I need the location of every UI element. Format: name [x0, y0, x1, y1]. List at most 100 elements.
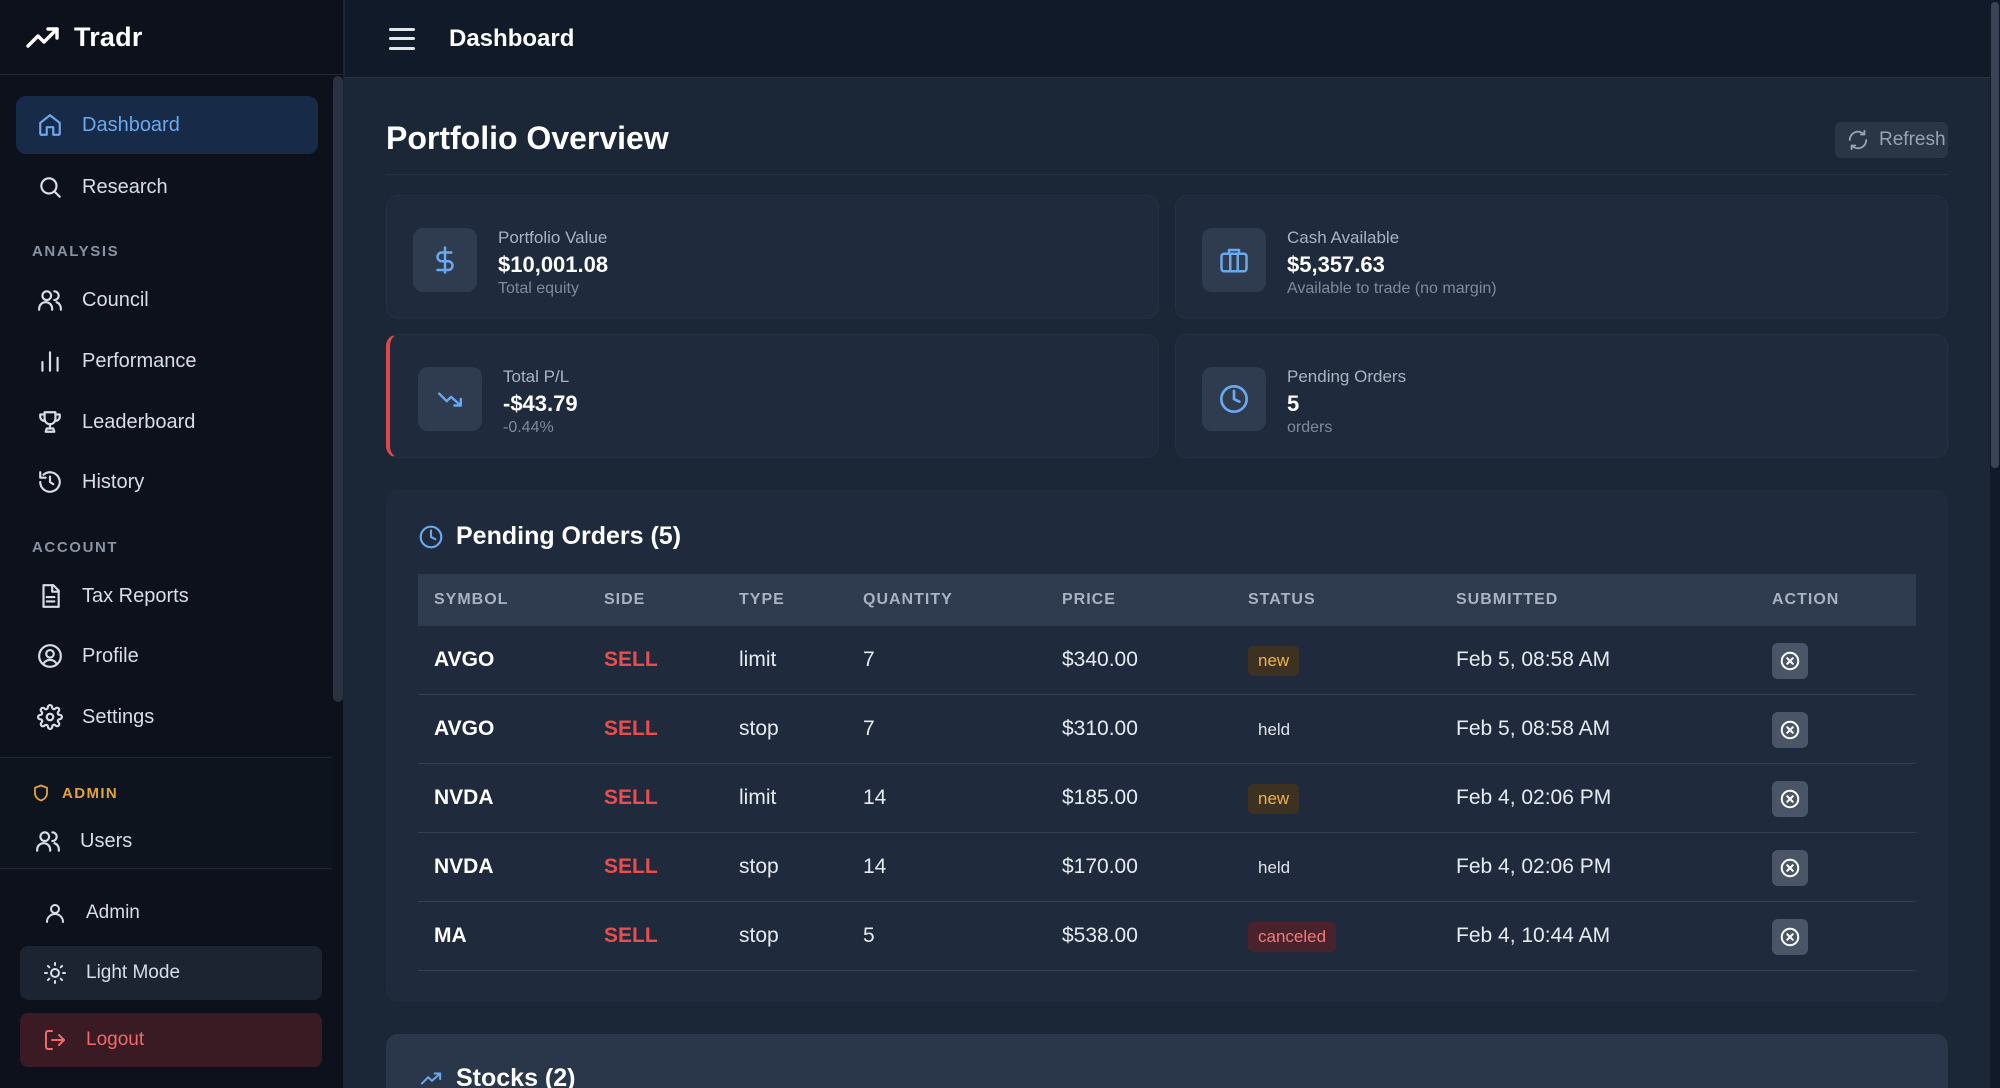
card-sub: Total equity: [498, 280, 579, 297]
topbar: Dashboard: [345, 0, 1990, 78]
light-mode-label: Light Mode: [86, 962, 181, 983]
order-symbol: NVDA: [434, 855, 494, 878]
order-price: $340.00: [1062, 648, 1138, 671]
logout-label: Logout: [86, 1029, 145, 1050]
order-symbol: NVDA: [434, 786, 494, 809]
order-symbol: MA: [434, 924, 467, 947]
shield-icon: [32, 783, 50, 803]
sidebar-item-history[interactable]: History: [16, 453, 318, 511]
sidebar-item-label: Performance: [82, 349, 197, 372]
sidebar-item-label: Profile: [82, 644, 139, 667]
order-quantity: 7: [863, 648, 875, 671]
card-value: -$43.79: [503, 391, 578, 416]
table-row: AVGO SELL limit 7 $340.00 new Feb 5, 08:…: [418, 626, 1916, 695]
table-row: MA SELL stop 5 $538.00 canceled Feb 4, 1…: [418, 902, 1916, 971]
current-user[interactable]: Admin: [20, 886, 322, 940]
dollar-icon: [413, 228, 477, 292]
trending-up-icon: [418, 1068, 444, 1088]
order-price: $538.00: [1062, 924, 1138, 947]
order-price: $170.00: [1062, 855, 1138, 878]
topbar-title: Dashboard: [449, 24, 575, 52]
sidebar-item-council[interactable]: Council: [16, 271, 318, 329]
trending-down-icon: [418, 367, 482, 431]
briefcase-icon: [1202, 228, 1266, 292]
cancel-order-button[interactable]: [1772, 643, 1808, 679]
card-label: Total P/L: [503, 367, 570, 386]
order-type: limit: [739, 786, 777, 809]
users-icon: [34, 827, 62, 855]
sidebar-item-leaderboard[interactable]: Leaderboard: [16, 393, 318, 451]
section-label-analysis: ANALYSIS: [32, 243, 120, 260]
col-action: ACTION: [1772, 591, 1840, 608]
clock-icon: [1202, 367, 1266, 431]
card-total-pl: Total P/L -$43.79 -0.44%: [386, 334, 1159, 458]
col-type: TYPE: [739, 591, 785, 608]
sidebar-item-dashboard[interactable]: Dashboard: [16, 96, 318, 154]
light-mode-button[interactable]: Light Mode: [20, 946, 322, 1000]
order-type: stop: [739, 717, 779, 740]
current-user-name: Admin: [86, 902, 140, 923]
order-type: limit: [739, 648, 777, 671]
refresh-icon: [1847, 129, 1869, 151]
sidebar-item-profile[interactable]: Profile: [16, 627, 318, 685]
order-quantity: 5: [863, 924, 875, 947]
card-label: Pending Orders: [1287, 367, 1407, 386]
sidebar-item-research[interactable]: Research: [16, 158, 318, 216]
cancel-order-button[interactable]: [1772, 781, 1808, 817]
sidebar-scrollbar[interactable]: [333, 76, 343, 702]
user-circle-icon: [36, 642, 64, 670]
order-side: SELL: [604, 855, 658, 878]
order-side: SELL: [604, 924, 658, 947]
order-type: stop: [739, 924, 779, 947]
main-scrollbar[interactable]: [1990, 0, 2000, 1088]
admin-label: ADMIN: [32, 783, 118, 803]
refresh-button[interactable]: Refresh: [1835, 122, 1948, 158]
card-value: $10,001.08: [498, 252, 609, 277]
sidebar-item-label: History: [82, 470, 145, 493]
cancel-order-button[interactable]: [1772, 712, 1808, 748]
table-row: AVGO SELL stop 7 $310.00 held Feb 5, 08:…: [418, 695, 1916, 764]
main-scrollbar-thumb[interactable]: [1991, 2, 1999, 468]
clock-icon: [418, 524, 444, 550]
pending-orders-title: Pending Orders (5): [456, 522, 682, 550]
users-icon: [36, 286, 64, 314]
sidebar-item-label: Dashboard: [82, 113, 180, 136]
order-side: SELL: [604, 717, 658, 740]
order-submitted: Feb 5, 08:58 AM: [1456, 717, 1611, 740]
brand[interactable]: Tradr: [0, 0, 344, 75]
sidebar-item-label: Council: [82, 288, 149, 311]
table-row: NVDA SELL stop 14 $170.00 held Feb 4, 02…: [418, 833, 1916, 902]
col-side: SIDE: [604, 591, 646, 608]
order-submitted: Feb 4, 02:06 PM: [1456, 855, 1612, 878]
order-quantity: 14: [863, 786, 887, 809]
pending-orders-heading: Pending Orders (5): [418, 522, 681, 551]
sidebar-item-users[interactable]: Users: [14, 812, 316, 870]
cancel-order-button[interactable]: [1772, 919, 1808, 955]
cancel-order-button[interactable]: [1772, 850, 1808, 886]
close-circle-icon: [1780, 789, 1800, 809]
app-name: Tradr: [74, 21, 143, 52]
logout-button[interactable]: Logout: [20, 1013, 322, 1067]
order-symbol: AVGO: [434, 717, 495, 740]
order-symbol: AVGO: [434, 648, 495, 671]
col-status: STATUS: [1248, 591, 1316, 608]
close-circle-icon: [1780, 927, 1800, 947]
order-submitted: Feb 4, 10:44 AM: [1456, 924, 1611, 947]
sidebar-item-label: Leaderboard: [82, 410, 196, 433]
status-badge: held: [1258, 858, 1291, 877]
status-badge: new: [1248, 646, 1300, 676]
bar-chart-icon: [36, 347, 64, 375]
sidebar: Tradr Dashboard Research ANALYSIS Counci…: [0, 0, 344, 1088]
sidebar-item-performance[interactable]: Performance: [16, 332, 318, 390]
card-label: Portfolio Value: [498, 228, 608, 247]
col-symbol: SYMBOL: [434, 591, 509, 608]
admin-section: [0, 757, 332, 869]
order-price: $185.00: [1062, 786, 1138, 809]
sidebar-item-label: Settings: [82, 705, 155, 728]
sidebar-item-tax-reports[interactable]: Tax Reports: [16, 567, 318, 625]
sidebar-item-settings[interactable]: Settings: [16, 688, 318, 746]
menu-icon[interactable]: [389, 27, 415, 50]
order-submitted: Feb 5, 08:58 AM: [1456, 648, 1611, 671]
trophy-icon: [36, 408, 64, 436]
